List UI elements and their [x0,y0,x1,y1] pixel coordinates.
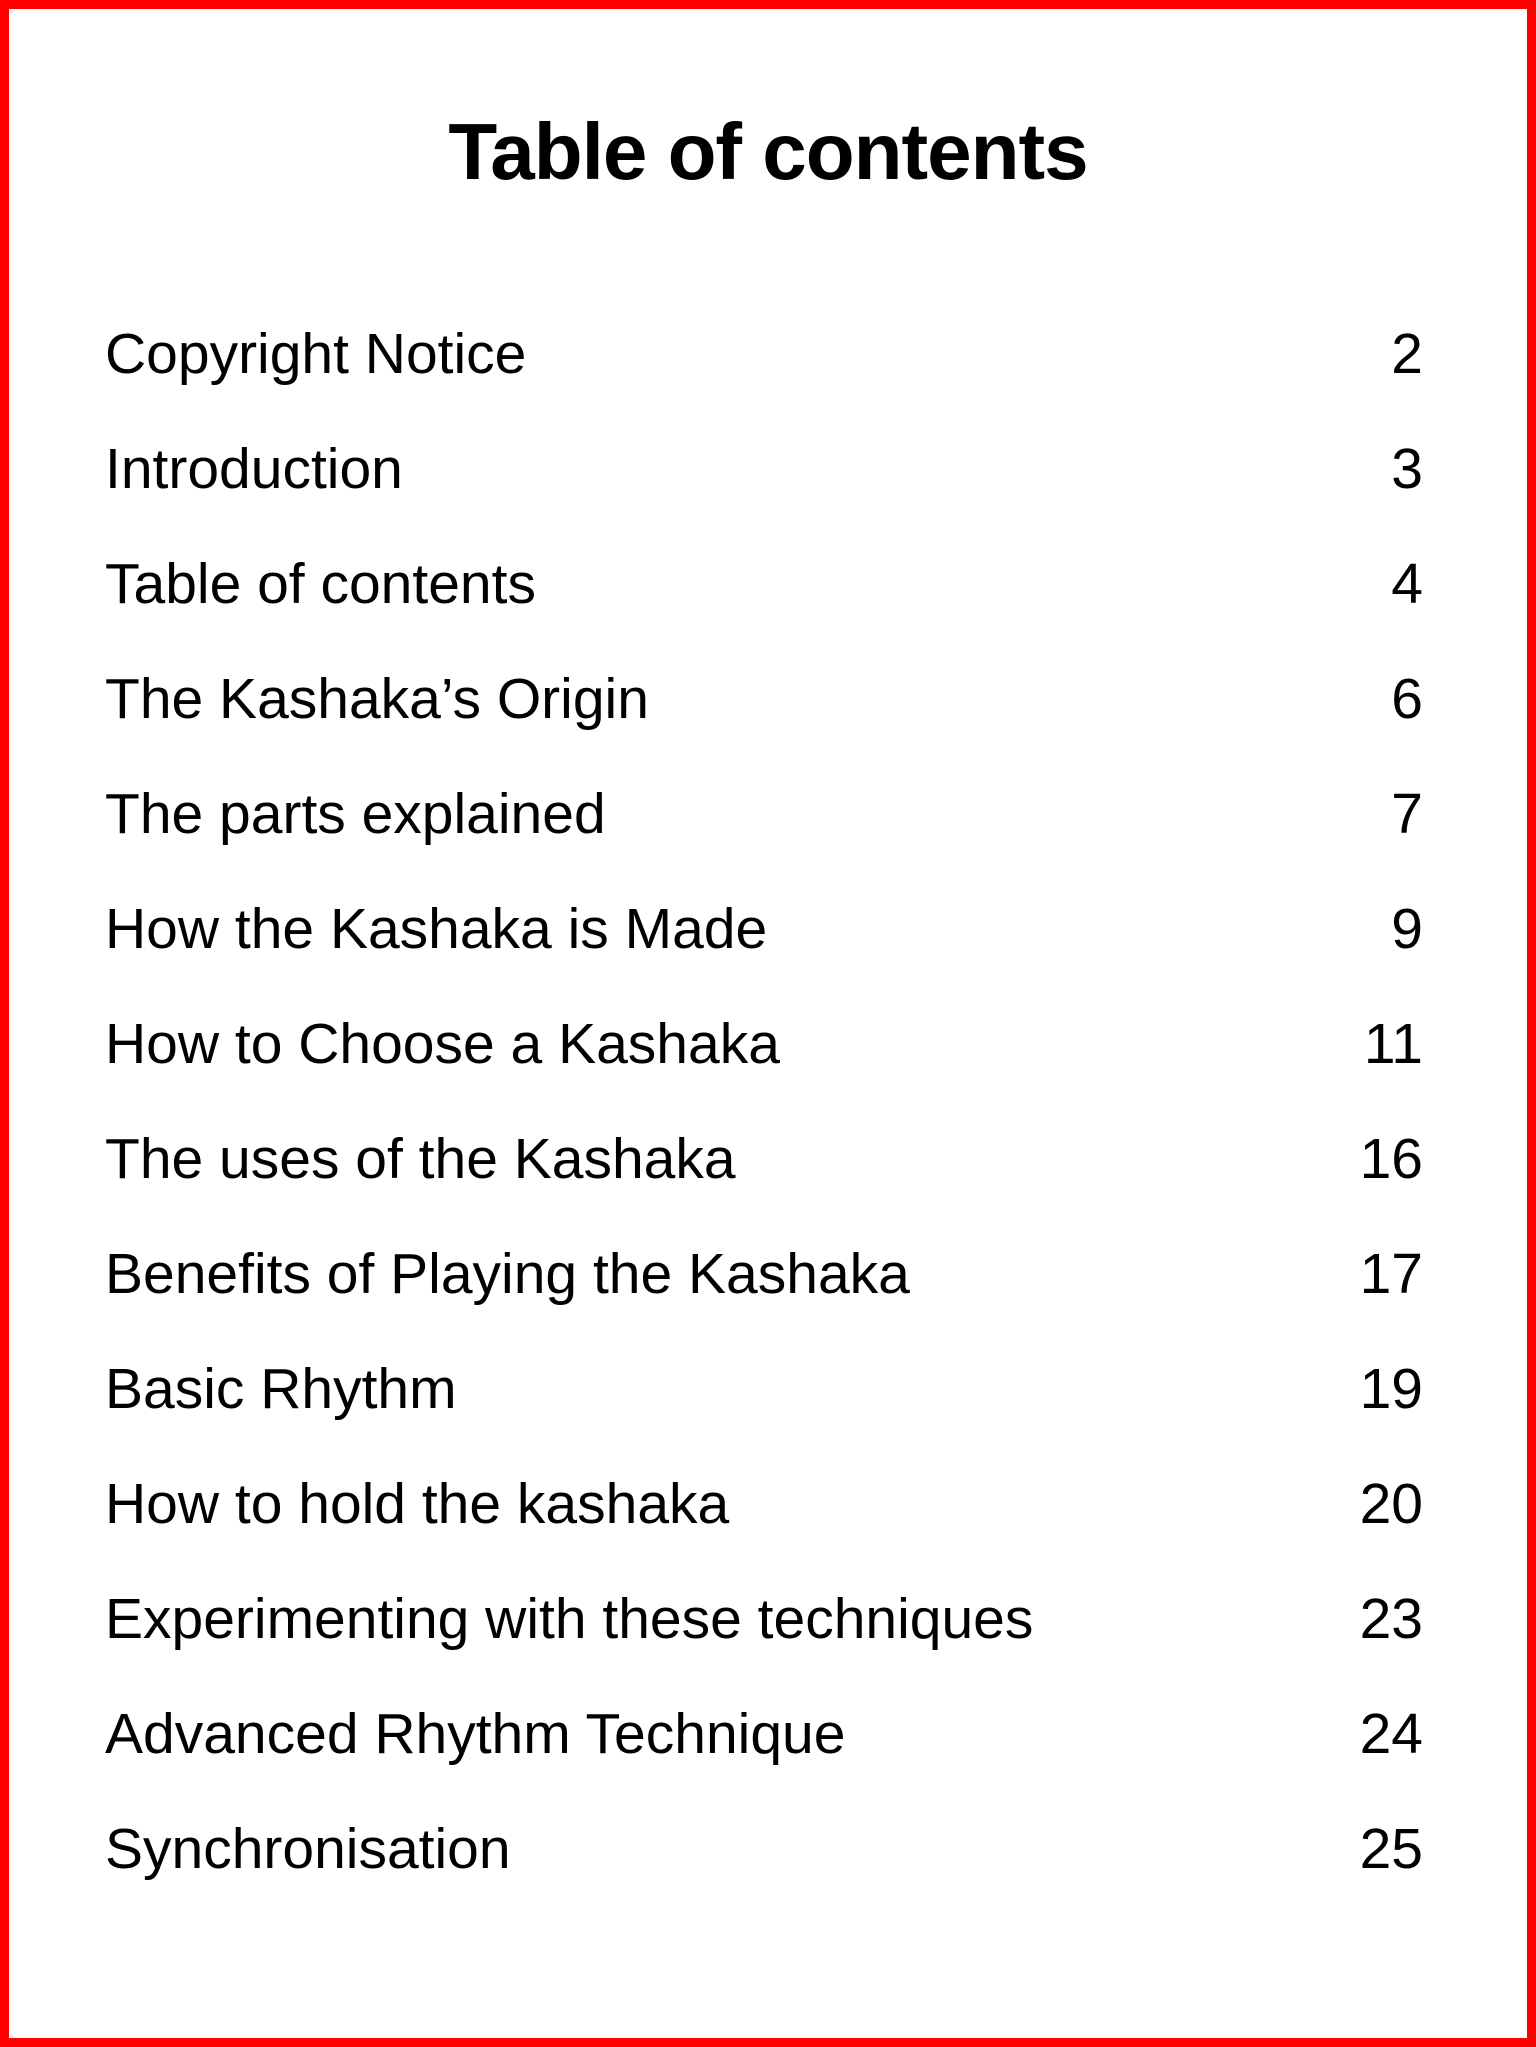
toc-entry-label: Copyright Notice [105,321,527,386]
toc-row[interactable]: Benefits of Playing the Kashaka 17 [105,1217,1423,1332]
toc-entry-label: Table of contents [105,551,536,616]
page-title: Table of contents [448,107,1088,196]
toc-entry-page-number: 6 [1391,666,1423,731]
toc-entry-page-number: 20 [1359,1471,1423,1536]
toc-row[interactable]: How to Choose a Kashaka 11 [105,987,1423,1102]
toc-entry-page-number: 16 [1359,1126,1423,1191]
toc-entry-label: Benefits of Playing the Kashaka [105,1241,910,1306]
toc-entry-page-number: 2 [1391,321,1423,386]
toc-entry-label: The uses of the Kashaka [105,1126,736,1191]
toc-row[interactable]: How to hold the kashaka 20 [105,1447,1423,1562]
toc-entry-label: The parts explained [105,781,606,846]
toc-entry-page-number: 11 [1363,1011,1423,1076]
toc-row[interactable]: How the Kashaka is Made 9 [105,872,1423,987]
toc-row[interactable]: The uses of the Kashaka 16 [105,1102,1423,1217]
toc-entry-page-number: 9 [1391,896,1423,961]
toc-row[interactable]: Copyright Notice 2 [105,297,1423,412]
toc-row[interactable]: Introduction 3 [105,412,1423,527]
table-of-contents: Copyright Notice 2 Introduction 3 Table … [105,297,1423,1907]
toc-row[interactable]: Table of contents 4 [105,527,1423,642]
toc-entry-label: The Kashaka’s Origin [105,666,649,731]
toc-entry-label: Basic Rhythm [105,1356,457,1421]
toc-entry-label: Experimenting with these techniques [105,1586,1034,1651]
toc-entry-page-number: 23 [1359,1586,1423,1651]
toc-row[interactable]: Experimenting with these techniques 23 [105,1562,1423,1677]
toc-entry-label: Advanced Rhythm Technique [105,1701,846,1766]
toc-entry-page-number: 24 [1359,1701,1423,1766]
toc-entry-page-number: 4 [1391,551,1423,616]
toc-entry-page-number: 19 [1359,1356,1423,1421]
toc-entry-label: Synchronisation [105,1816,511,1881]
toc-entry-label: How to hold the kashaka [105,1471,730,1536]
toc-row[interactable]: The Kashaka’s Origin 6 [105,642,1423,757]
toc-entry-page-number: 25 [1359,1816,1423,1881]
toc-entry-label: How the Kashaka is Made [105,896,768,961]
toc-entry-label: Introduction [105,436,403,501]
toc-entry-page-number: 7 [1391,781,1423,846]
toc-row[interactable]: The parts explained 7 [105,757,1423,872]
toc-entry-page-number: 17 [1359,1241,1423,1306]
toc-entry-label: How to Choose a Kashaka [105,1011,780,1076]
toc-row[interactable]: Advanced Rhythm Technique 24 [105,1677,1423,1792]
toc-row[interactable]: Basic Rhythm 19 [105,1332,1423,1447]
toc-row[interactable]: Synchronisation 25 [105,1792,1423,1907]
toc-entry-page-number: 3 [1391,436,1423,501]
